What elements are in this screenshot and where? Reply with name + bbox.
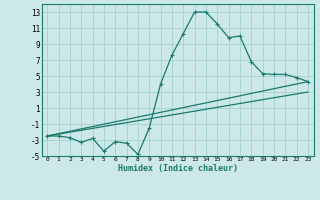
X-axis label: Humidex (Indice chaleur): Humidex (Indice chaleur) bbox=[118, 164, 237, 173]
